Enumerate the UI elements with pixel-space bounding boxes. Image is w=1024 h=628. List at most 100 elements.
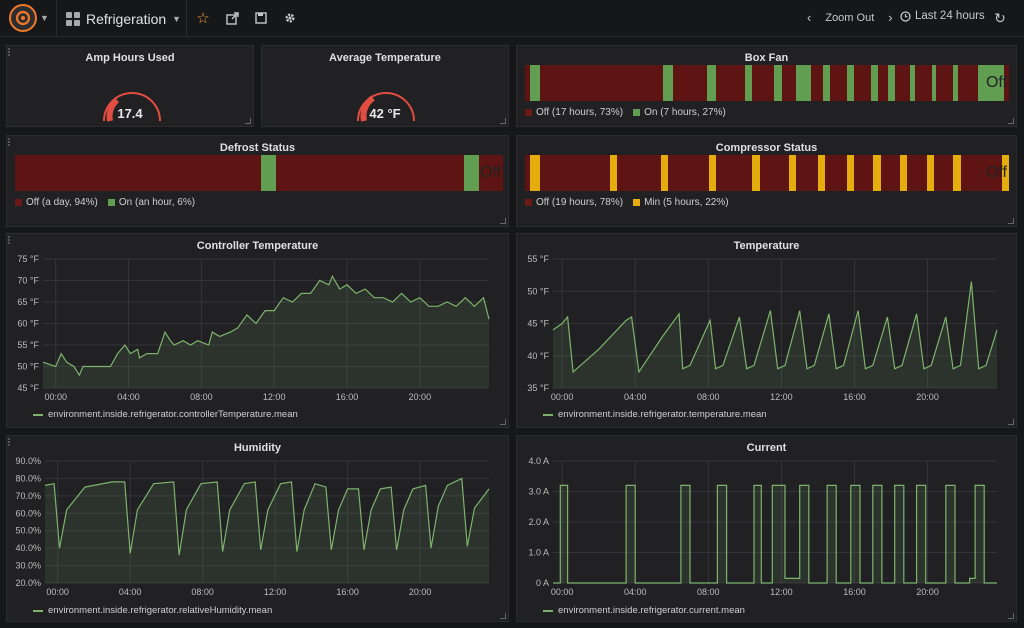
- chevron-left-icon[interactable]: ‹: [807, 10, 812, 25]
- panel-title[interactable]: Controller Temperature: [196, 240, 319, 252]
- state-segment[interactable]: [871, 65, 879, 101]
- state-segment[interactable]: [660, 155, 668, 191]
- state-timeline: Off: [525, 155, 1009, 191]
- legend-item[interactable]: Off (a day, 94%): [15, 197, 98, 208]
- grafana-logo-icon[interactable]: [9, 4, 37, 32]
- state-segment[interactable]: [662, 65, 673, 101]
- state-segment[interactable]: [1001, 155, 1009, 191]
- gear-icon[interactable]: [281, 9, 299, 27]
- y-tick-label: 35 °F: [527, 383, 549, 393]
- panel-title[interactable]: Amp Hours Used: [85, 52, 175, 64]
- time-picker[interactable]: Last 24 hours: [900, 10, 985, 22]
- state-segment[interactable]: [931, 65, 937, 101]
- legend-item[interactable]: Min (5 hours, 22%): [633, 197, 729, 208]
- legend-item[interactable]: environment.inside.refrigerator.temperat…: [543, 409, 767, 420]
- state-segment[interactable]: [953, 155, 961, 191]
- panel-title[interactable]: Compressor Status: [715, 142, 818, 154]
- legend: Off (a day, 94%) On (an hour, 6%): [15, 197, 195, 208]
- state-segment[interactable]: [788, 155, 797, 191]
- star-icon[interactable]: ☆: [196, 10, 210, 27]
- y-tick-label: 30.0%: [15, 561, 41, 571]
- state-segment[interactable]: [529, 155, 540, 191]
- x-tick-label: 16:00: [336, 392, 359, 402]
- save-icon[interactable]: [252, 9, 270, 27]
- share-button[interactable]: [223, 9, 241, 27]
- state-segment[interactable]: [977, 65, 1005, 101]
- x-tick-label: 00:00: [551, 392, 574, 402]
- panel-title[interactable]: Humidity: [233, 442, 282, 454]
- resize-handle-icon[interactable]: [500, 118, 506, 124]
- legend-item[interactable]: environment.inside.refrigerator.relative…: [33, 605, 272, 616]
- drag-handle-icon[interactable]: [8, 438, 11, 447]
- state-segment[interactable]: [888, 65, 896, 101]
- resize-handle-icon[interactable]: [500, 419, 506, 425]
- state-segment[interactable]: [846, 65, 855, 101]
- state-segment[interactable]: [909, 65, 915, 101]
- series-line[interactable]: [42, 274, 490, 377]
- state-segment[interactable]: [463, 155, 479, 191]
- y-tick-label: 1.0 A: [528, 548, 549, 558]
- resize-handle-icon[interactable]: [500, 613, 506, 619]
- state-segment[interactable]: [529, 65, 540, 101]
- state-segment[interactable]: [846, 155, 855, 191]
- gauge-value: 42 °F: [369, 106, 401, 121]
- state-segment[interactable]: [774, 65, 782, 101]
- y-tick-label: 4.0 A: [528, 456, 549, 466]
- gauge: [357, 92, 415, 122]
- y-tick-label: 55 °F: [17, 340, 39, 350]
- series-line[interactable]: [553, 484, 997, 584]
- resize-handle-icon[interactable]: [1008, 613, 1014, 619]
- series-area: [553, 281, 997, 388]
- x-tick-label: 20:00: [409, 392, 432, 402]
- legend-item[interactable]: On (an hour, 6%): [107, 197, 195, 208]
- gauge-fill: [360, 95, 375, 122]
- state-segment[interactable]: [796, 65, 811, 101]
- state-segment[interactable]: [745, 65, 753, 101]
- zoom-out-button[interactable]: Zoom Out: [825, 11, 875, 24]
- line-chart: 0 A 1.0 A 2.0 A 3.0 A 4.0 A 00:00 04:00 08:00 12…: [528, 456, 997, 597]
- panel-title[interactable]: Temperature: [733, 240, 800, 252]
- series-line[interactable]: [44, 477, 490, 556]
- state-segment[interactable]: [926, 155, 934, 191]
- drag-handle-icon[interactable]: [8, 236, 11, 245]
- caret-down-icon[interactable]: ▼: [40, 13, 49, 23]
- gauge-fill: [106, 97, 120, 122]
- state-segment[interactable]: [752, 155, 760, 191]
- state-segment[interactable]: [817, 155, 826, 191]
- y-tick-label: 20.0%: [15, 578, 41, 588]
- drag-handle-icon[interactable]: [8, 138, 11, 147]
- panel-title[interactable]: Average Temperature: [329, 52, 441, 64]
- chevron-right-icon[interactable]: ›: [888, 10, 893, 25]
- legend-item[interactable]: Off (19 hours, 78%): [525, 197, 623, 208]
- resize-handle-icon[interactable]: [500, 218, 506, 224]
- panel-title[interactable]: Defrost Status: [219, 142, 296, 154]
- resize-handle-icon[interactable]: [1008, 419, 1014, 425]
- state-segment[interactable]: [822, 65, 830, 101]
- resize-handle-icon[interactable]: [1008, 118, 1014, 124]
- legend-item[interactable]: On (7 hours, 27%): [633, 107, 726, 118]
- state-segment[interactable]: [900, 155, 908, 191]
- state-segment[interactable]: [873, 155, 881, 191]
- state-segment[interactable]: [706, 65, 717, 101]
- dashboard-picker[interactable]: Refrigeration ▼: [66, 8, 181, 29]
- panel-title[interactable]: Box Fan: [744, 52, 789, 64]
- legend-item[interactable]: Off (17 hours, 73%): [525, 107, 623, 118]
- state-segment[interactable]: [261, 155, 277, 191]
- y-tick-label: 50 °F: [527, 286, 549, 296]
- x-tick-label: 12:00: [770, 587, 793, 597]
- y-tick-label: 90.0%: [15, 456, 41, 466]
- clock-icon: [900, 10, 911, 22]
- state-segment[interactable]: [953, 65, 959, 101]
- current-state: Off: [985, 164, 1007, 181]
- state-segment[interactable]: [609, 155, 617, 191]
- refresh-icon[interactable]: ↻: [994, 9, 1006, 26]
- legend-item[interactable]: environment.inside.refrigerator.controll…: [33, 409, 298, 420]
- top-navbar: ▼ Refrigeration ▼ ☆ ‹ Zoom Out › Last 24…: [0, 0, 1024, 37]
- state-segment[interactable]: [708, 155, 717, 191]
- resize-handle-icon[interactable]: [245, 118, 251, 124]
- drag-handle-icon[interactable]: [8, 48, 11, 57]
- series-line[interactable]: [552, 281, 998, 374]
- panel-title[interactable]: Current: [746, 442, 787, 454]
- legend-item[interactable]: environment.inside.refrigerator.current.…: [543, 605, 745, 616]
- resize-handle-icon[interactable]: [1008, 218, 1014, 224]
